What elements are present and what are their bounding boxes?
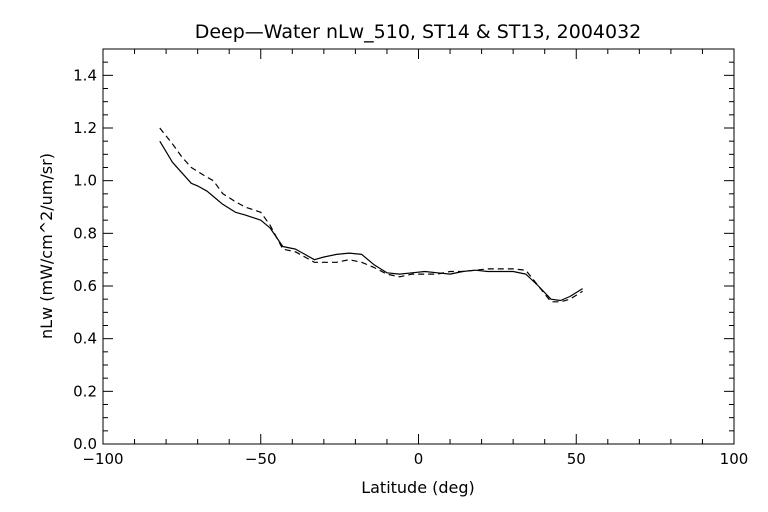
- y-axis-title: nLw (mW/cm^2/um/sr): [37, 153, 56, 339]
- y-tick-label: 1.0: [73, 172, 97, 190]
- series-layer: [159, 127, 583, 303]
- x-tick-label: −50: [245, 450, 277, 468]
- x-axis-title: Latitude (deg): [361, 478, 475, 497]
- y-tick-label: 1.4: [73, 66, 97, 84]
- x-tick-label: 100: [720, 450, 749, 468]
- y-tick-label: 0.0: [73, 435, 97, 453]
- y-tick-label: 0.2: [73, 382, 97, 400]
- y-tick-labels: 0.0 0.2 0.4 0.6 0.8 1.0 1.2 1.4: [73, 66, 97, 453]
- plot-frame: [102, 48, 735, 445]
- series-line-1-solid: [159, 140, 583, 302]
- y-tick-label: 0.4: [73, 330, 97, 348]
- y-tick-label: 0.6: [73, 277, 97, 295]
- y-tick-label: 0.8: [73, 224, 97, 242]
- x-tick-label: −100: [82, 450, 123, 468]
- x-tick-label: 50: [567, 450, 586, 468]
- series-line-2-dashed: [159, 127, 583, 303]
- y-tick-label: 1.2: [73, 119, 97, 137]
- x-tick-label: 0: [414, 450, 424, 468]
- tick-marks: [102, 49, 735, 445]
- chart-title: Deep—Water nLw_510, ST14 & ST13, 2004032: [195, 21, 642, 43]
- x-tick-labels: −100 −50 0 50 100: [82, 450, 748, 468]
